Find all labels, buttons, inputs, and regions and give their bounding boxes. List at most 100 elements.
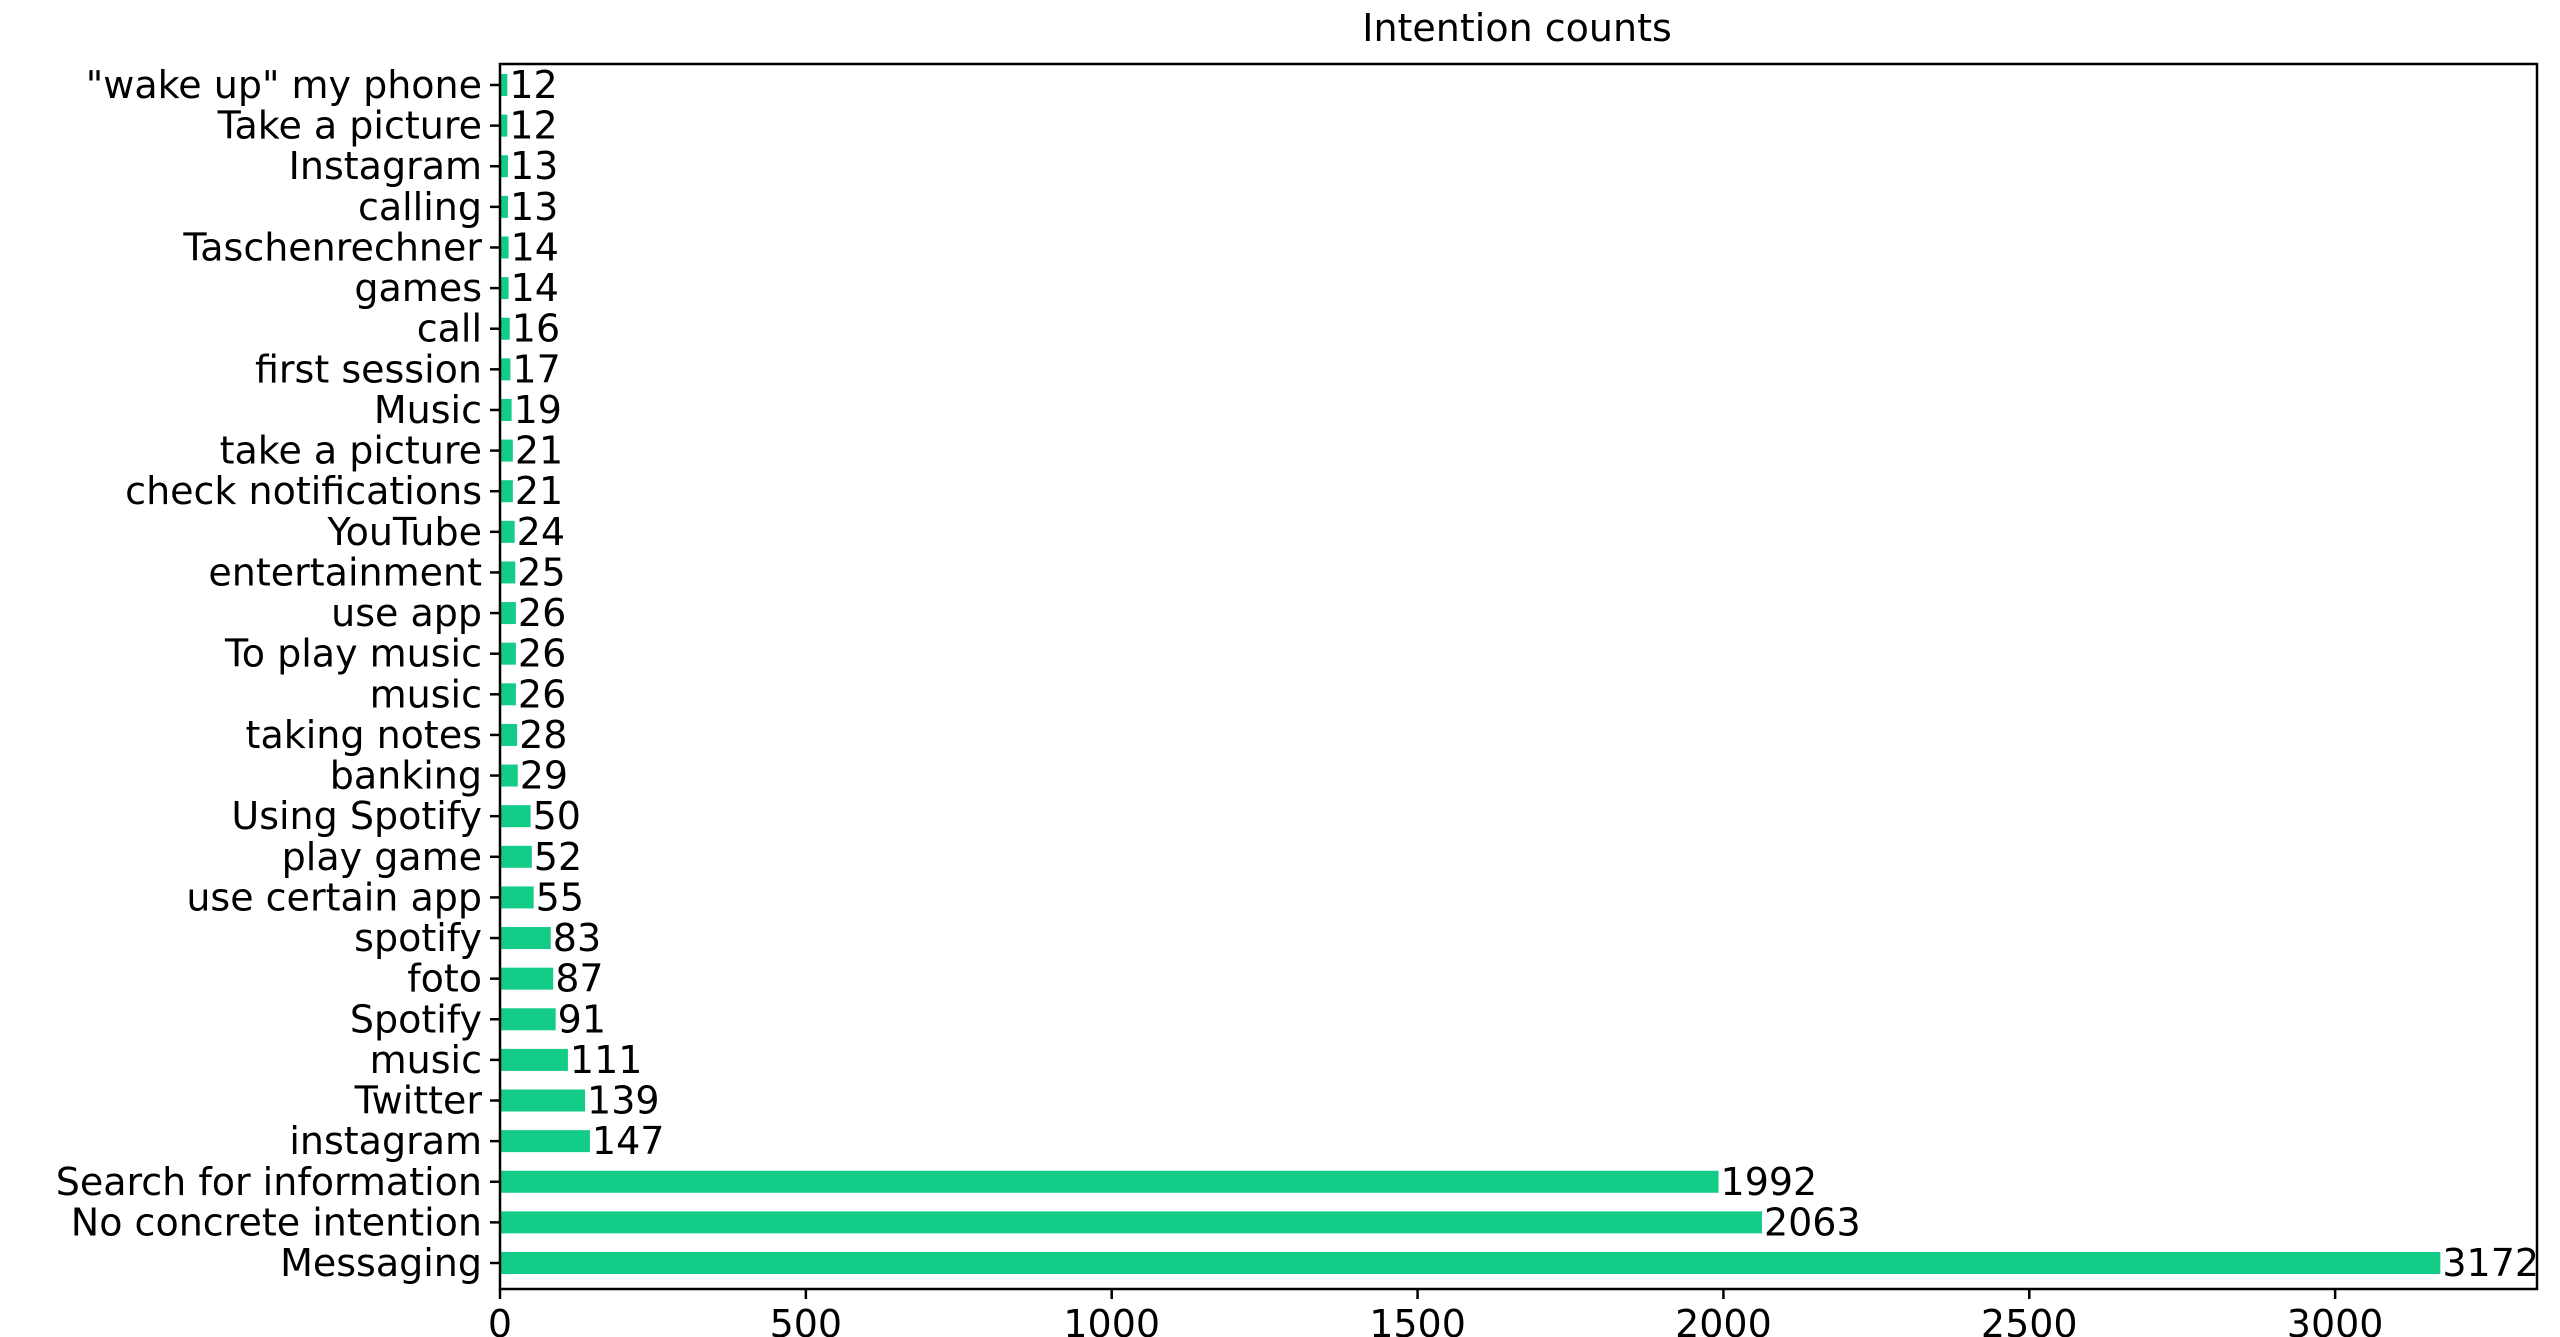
bar xyxy=(500,277,509,300)
bar xyxy=(500,1211,1762,1234)
category-label: Spotify xyxy=(350,997,482,1041)
plot-frame xyxy=(498,62,2539,1291)
bar xyxy=(500,1089,586,1112)
value-label: 147 xyxy=(592,1119,665,1163)
category-label: calling xyxy=(358,185,482,229)
x-tick-label: 3000 xyxy=(2287,1302,2384,1337)
category-label: take a picture xyxy=(220,429,482,473)
value-label: 19 xyxy=(514,388,562,432)
category-label: YouTube xyxy=(326,510,482,554)
x-tick-label: 500 xyxy=(770,1302,843,1337)
bar xyxy=(500,317,510,340)
category-label: instagram xyxy=(289,1119,482,1163)
value-label: 25 xyxy=(517,550,565,594)
bar xyxy=(500,723,518,746)
category-label: foto xyxy=(407,957,482,1001)
bar xyxy=(500,439,513,462)
value-label: 91 xyxy=(558,997,606,1041)
value-label: 12 xyxy=(509,63,557,107)
category-label: Music xyxy=(374,388,482,432)
bar xyxy=(500,1048,568,1071)
value-label: 26 xyxy=(518,632,566,676)
value-label: 29 xyxy=(520,754,568,798)
category-label: To play music xyxy=(224,632,482,676)
category-label: Twitter xyxy=(354,1079,483,1123)
value-label: 1992 xyxy=(1721,1160,1818,1204)
value-label: 21 xyxy=(515,429,563,473)
value-label: 17 xyxy=(512,347,560,391)
category-label: music xyxy=(370,1038,482,1082)
value-label: 26 xyxy=(518,672,566,716)
value-label: 14 xyxy=(511,266,559,310)
value-label: 24 xyxy=(517,510,565,554)
category-label: "wake up" my phone xyxy=(86,63,482,107)
category-label: first session xyxy=(255,347,482,391)
category-label: Messaging xyxy=(280,1241,482,1285)
chart-title: Intention counts xyxy=(1362,6,1672,50)
value-label: 21 xyxy=(515,469,563,513)
bar xyxy=(500,1130,590,1153)
value-label: 14 xyxy=(511,225,559,269)
x-tick-label: 1000 xyxy=(1063,1302,1160,1337)
value-label: 50 xyxy=(533,794,581,838)
bar xyxy=(500,927,551,950)
value-label: 111 xyxy=(570,1038,643,1082)
bar xyxy=(500,114,508,137)
bar xyxy=(500,480,513,503)
x-tick-label: 2000 xyxy=(1675,1302,1772,1337)
category-label: use certain app xyxy=(186,875,482,919)
category-label: spotify xyxy=(354,916,482,960)
category-label: check notifications xyxy=(125,469,482,513)
bar xyxy=(500,1008,556,1031)
bar xyxy=(500,764,518,787)
bar xyxy=(500,886,534,909)
value-label: 139 xyxy=(587,1079,660,1123)
bar xyxy=(500,1170,1719,1193)
category-label: play game xyxy=(282,835,482,879)
bar xyxy=(500,805,531,828)
category-label: Instagram xyxy=(289,144,482,188)
value-label: 12 xyxy=(509,104,557,148)
category-label: use app xyxy=(331,591,482,635)
value-label: 2063 xyxy=(1764,1200,1861,1244)
value-label: 87 xyxy=(555,957,603,1001)
category-label: music xyxy=(370,672,482,716)
x-tick-label: 0 xyxy=(488,1302,512,1337)
category-label: Taschenrechner xyxy=(182,225,482,269)
bar xyxy=(500,398,512,421)
x-axis: 0 500 1000 1500 2000 2500 3000 xyxy=(488,83,2384,1337)
bar xyxy=(500,1252,2441,1274)
bar xyxy=(500,155,508,178)
value-label: 55 xyxy=(536,875,584,919)
category-label: call xyxy=(417,307,482,351)
value-label: 83 xyxy=(553,916,601,960)
bar xyxy=(500,195,508,218)
category-label: entertainment xyxy=(208,550,482,594)
category-label: Using Spotify xyxy=(231,794,482,838)
value-label: 28 xyxy=(519,713,567,757)
category-label: No concrete intention xyxy=(71,1200,482,1244)
value-label: 52 xyxy=(534,835,582,879)
category-label: Take a picture xyxy=(217,104,482,148)
bar xyxy=(500,561,516,584)
bar xyxy=(500,236,509,259)
value-labels: 3172206319921471391119187835552502928262… xyxy=(509,63,2539,1285)
bar xyxy=(500,845,532,868)
bar xyxy=(500,642,516,665)
bar xyxy=(500,358,511,381)
bar xyxy=(500,967,554,990)
category-label: taking notes xyxy=(246,713,482,757)
bar xyxy=(500,520,515,543)
bar xyxy=(500,683,516,706)
value-label: 13 xyxy=(510,144,558,188)
bar xyxy=(500,602,516,625)
x-tick-label: 2500 xyxy=(1981,1302,2078,1337)
value-label: 3172 xyxy=(2442,1241,2539,1285)
value-label: 13 xyxy=(510,185,558,229)
value-label: 26 xyxy=(518,591,566,635)
bars-layer xyxy=(500,74,2441,1274)
category-label: games xyxy=(354,266,482,310)
category-label: Search for information xyxy=(56,1160,482,1204)
